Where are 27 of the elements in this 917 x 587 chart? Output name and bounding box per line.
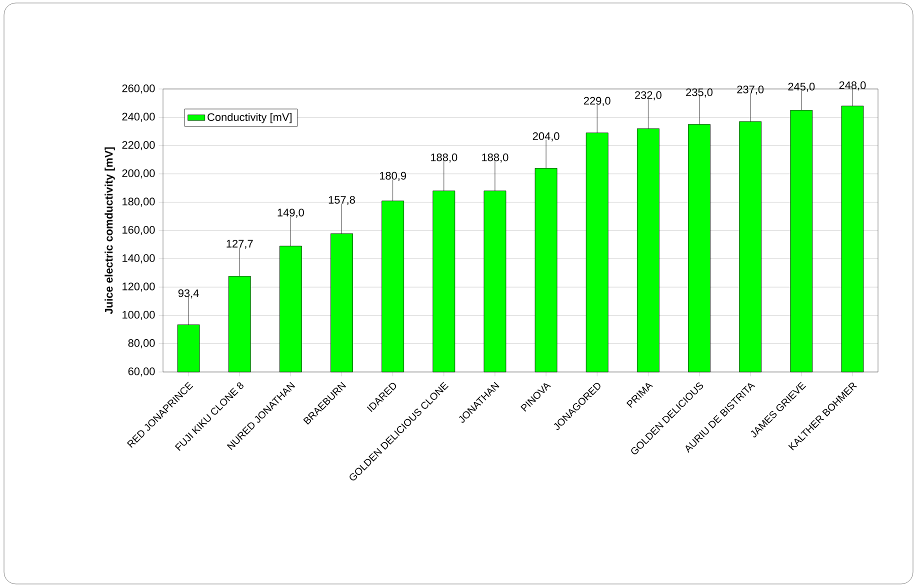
data-label: 180,9 — [380, 172, 406, 181]
y-tick-label: 260,00 — [122, 84, 155, 94]
y-tick-label: 160,00 — [122, 226, 155, 236]
y-tick-label: 80,00 — [128, 339, 155, 348]
y-tick-label: 60,00 — [128, 367, 155, 377]
y-tick-label: 100,00 — [122, 310, 155, 320]
data-label: 157,8 — [328, 196, 355, 206]
data-label: 204,0 — [532, 132, 560, 142]
data-label: 235,0 — [686, 88, 713, 98]
y-tick-label: 140,00 — [122, 254, 155, 264]
y-axis-title: Juice electric comductivity [mV] — [104, 147, 115, 314]
data-label: 229,0 — [584, 96, 610, 106]
data-label: 93,4 — [178, 289, 199, 298]
y-tick-label: 200,00 — [122, 169, 155, 178]
y-tick-label: 220,00 — [122, 141, 155, 150]
data-label: 232,0 — [635, 91, 662, 100]
data-label: 127,7 — [226, 240, 253, 249]
y-tick-label: 120,00 — [122, 282, 155, 292]
data-label: 188,0 — [431, 154, 458, 163]
data-label: 248,0 — [839, 81, 866, 90]
data-label: 237,0 — [737, 86, 764, 95]
legend-label: Conductivity [mV] — [208, 112, 292, 124]
y-tick-label: 240,00 — [122, 112, 155, 122]
data-label: 149,0 — [278, 208, 304, 218]
data-label: 188,0 — [482, 154, 508, 163]
y-tick-label: 180,00 — [122, 198, 155, 207]
data-label: 245,0 — [788, 82, 815, 92]
